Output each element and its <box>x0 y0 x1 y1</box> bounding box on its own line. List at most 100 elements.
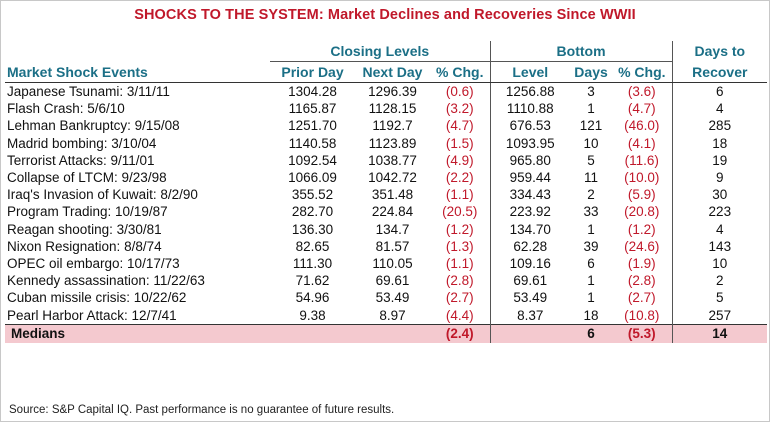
cell-prior-day: 1092.54 <box>288 152 337 168</box>
medians-days: 6 <box>570 323 613 343</box>
cell-pct-chg: (2.7) <box>445 290 474 306</box>
cell-days-to-recover: 18 <box>671 134 768 152</box>
cell-bottom-level: 1110.88 <box>489 100 571 118</box>
cell-bottom-level: 965.80 <box>489 151 571 170</box>
cell-bottom-pct-chg: (10.8) <box>624 307 660 323</box>
cell-bottom-level: 62.28 <box>489 237 571 256</box>
cell-days-to-recover: 285 <box>671 117 768 135</box>
cell-days-to-recover: 19 <box>671 151 768 170</box>
cell-event: Cuban missile crisis: 10/22/62 <box>7 290 187 306</box>
cell-bottom-pct-chg: (2.8) <box>627 273 656 289</box>
cell-bottom-pct-chg: (1.2) <box>627 221 656 237</box>
cell-days-to-recover: 2 <box>671 272 768 290</box>
medians-days-to-recover: 14 <box>671 323 768 343</box>
cell-days-to-recover: 143 <box>671 237 768 256</box>
cell-bottom-days: 1 <box>587 101 595 117</box>
medians-prior-empty <box>270 323 355 343</box>
table-row: Terrorist Attacks: 9/11/01 1092.54 1038.77… <box>5 151 768 170</box>
cell-bottom-pct-chg: (20.8) <box>624 204 660 220</box>
cell-bottom-days: 10 <box>583 135 599 151</box>
cell-days-to-recover: 30 <box>671 186 768 204</box>
cell-event: Reagan shooting: 3/30/81 <box>7 221 162 237</box>
cell-bottom-level: 334.43 <box>489 186 571 204</box>
cell-prior-day: 282.70 <box>291 204 334 220</box>
column-header-prior-day: Prior Day <box>270 61 355 83</box>
cell-bottom-days: 121 <box>579 118 603 134</box>
table-row: Kennedy assassination: 11/22/63 71.62 69.6… <box>5 272 768 290</box>
column-header-event: Market Shock Events <box>5 61 270 83</box>
cell-bottom-pct-chg: (5.9) <box>627 187 656 203</box>
source-note: Source: S&P Capital IQ. Past performance… <box>9 404 395 416</box>
cell-bottom-level: 1093.95 <box>489 134 571 152</box>
cell-bottom-days: 1 <box>587 290 595 306</box>
cell-bottom-level: 959.44 <box>489 169 571 187</box>
cell-event: Terrorist Attacks: 9/11/01 <box>7 152 155 168</box>
cell-bottom-level: 109.16 <box>489 255 571 273</box>
medians-next-empty <box>355 323 430 343</box>
cell-pct-chg: (20.5) <box>442 204 478 220</box>
cell-prior-day: 1165.87 <box>288 101 337 117</box>
cell-event: Lehman Bankruptcy: 9/15/08 <box>7 118 180 134</box>
column-header-row: Market Shock Events Prior Day Next Day %… <box>5 61 768 83</box>
cell-bottom-level: 134.70 <box>489 220 571 238</box>
cell-bottom-pct-chg: (1.9) <box>627 256 656 272</box>
group-header-empty <box>5 41 270 62</box>
cell-next-day: 134.7 <box>375 221 410 237</box>
cell-days-to-recover: 6 <box>671 82 768 101</box>
cell-bottom-days: 3 <box>587 84 595 99</box>
cell-event: Japanese Tsunami: 3/11/11 <box>7 84 170 99</box>
table-row: Lehman Bankruptcy: 9/15/08 1251.70 1192.7 (… <box>5 117 768 135</box>
cell-bottom-days: 33 <box>583 204 599 220</box>
cell-event: Kennedy assassination: 11/22/63 <box>7 273 205 289</box>
cell-bottom-days: 5 <box>587 152 595 168</box>
table-row: OPEC oil embargo: 10/17/73 111.30 110.05 (1… <box>5 255 768 273</box>
table-row: Madrid bombing: 3/10/04 1140.58 1123.89 (1.… <box>5 134 768 152</box>
group-header-closing-levels: Closing Levels <box>270 41 491 62</box>
cell-event: Flash Crash: 5/6/10 <box>7 101 125 117</box>
table-row: Cuban missile crisis: 10/22/62 54.96 53.49… <box>5 289 768 307</box>
table-body: Japanese Tsunami: 3/11/11 1304.28 1296.39 (… <box>5 82 768 325</box>
cell-pct-chg: (1.5) <box>445 135 474 151</box>
cell-bottom-level: 53.49 <box>489 289 571 307</box>
table-row: Japanese Tsunami: 3/11/11 1304.28 1296.39 (… <box>5 82 768 101</box>
cell-pct-chg: (4.7) <box>445 118 474 134</box>
cell-prior-day: 1140.58 <box>288 135 337 151</box>
cell-next-day: 1038.77 <box>368 152 417 168</box>
cell-prior-day: 111.30 <box>292 256 333 272</box>
column-header-days: Days <box>570 61 613 83</box>
cell-prior-day: 355.52 <box>291 187 334 203</box>
medians-bottom-pct-chg: (5.3) <box>612 323 673 343</box>
cell-days-to-recover: 223 <box>671 203 768 221</box>
cell-next-day: 110.05 <box>372 256 413 272</box>
cell-bottom-days: 1 <box>587 273 595 289</box>
cell-next-day: 81.57 <box>375 238 410 254</box>
cell-prior-day: 82.65 <box>295 238 330 254</box>
cell-bottom-days: 6 <box>587 256 595 272</box>
medians-level-empty <box>489 323 571 343</box>
cell-event: Iraq's Invasion of Kuwait: 8/2/90 <box>7 187 198 203</box>
cell-next-day: 69.61 <box>375 273 410 289</box>
table-wrapper: Closing Levels Bottom Days to Market Sho… <box>5 41 768 343</box>
cell-bottom-level: 69.61 <box>489 272 571 290</box>
cell-days-to-recover: 5 <box>671 289 768 307</box>
cell-pct-chg: (1.3) <box>445 238 474 254</box>
cell-pct-chg: (4.9) <box>445 152 474 168</box>
cell-prior-day: 54.96 <box>295 290 330 306</box>
cell-bottom-days: 2 <box>587 187 595 203</box>
table-row: Collapse of LTCM: 9/23/98 1066.09 1042.72 (… <box>5 169 768 187</box>
table-row: Flash Crash: 5/6/10 1165.87 1128.15 (3.2) 11… <box>5 100 768 118</box>
cell-bottom-days: 18 <box>583 307 599 323</box>
cell-bottom-pct-chg: (10.0) <box>624 170 660 186</box>
cell-days-to-recover: 9 <box>671 169 768 187</box>
cell-days-to-recover: 257 <box>671 306 768 325</box>
medians-pct-chg: (2.4) <box>430 323 491 343</box>
page-title: SHOCKS TO THE SYSTEM: Market Declines an… <box>1 7 769 23</box>
cell-next-day: 351.48 <box>371 187 414 203</box>
table-row: Iraq's Invasion of Kuwait: 8/2/90 355.52 3… <box>5 186 768 204</box>
group-header-row: Closing Levels Bottom Days to <box>5 41 768 62</box>
cell-next-day: 8.97 <box>379 307 406 323</box>
cell-days-to-recover: 4 <box>671 220 768 238</box>
cell-prior-day: 1304.28 <box>288 84 337 99</box>
cell-bottom-pct-chg: (24.6) <box>624 238 660 254</box>
